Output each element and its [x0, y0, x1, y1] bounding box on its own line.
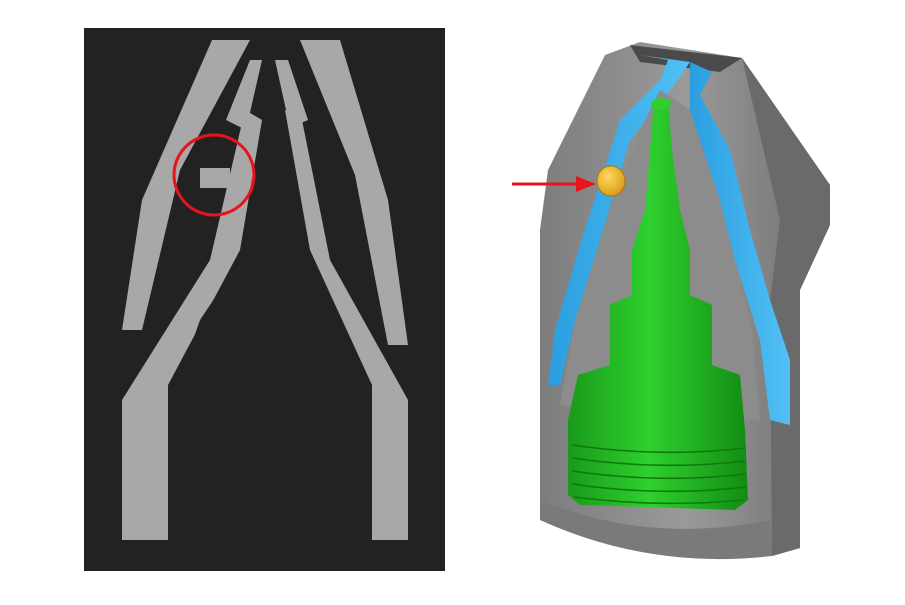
pointer-arrow — [512, 176, 596, 192]
cutaway-green-core — [568, 98, 748, 510]
blue-channel-right — [690, 62, 790, 425]
cutaway-bottom-rim — [540, 500, 772, 560]
green-core-stem — [568, 100, 748, 510]
cutaway-top-rim — [630, 45, 742, 72]
blue-channel-left — [548, 55, 690, 385]
pointer-arrow-head — [576, 176, 596, 192]
cutaway-right-facet — [742, 58, 830, 556]
cutaway-threads — [571, 444, 747, 505]
cutaway-blue-channel — [548, 55, 790, 425]
highlight-circle — [172, 133, 256, 217]
thread-line — [573, 496, 745, 505]
ct-noise-overlay — [84, 28, 445, 571]
ct-slice-panel — [84, 28, 445, 571]
green-core-tip — [651, 98, 671, 110]
thread-line — [571, 444, 747, 454]
cutaway-render-panel — [512, 42, 830, 560]
thread-line — [571, 483, 747, 493]
thread-line — [571, 470, 747, 480]
thread-line — [571, 457, 747, 467]
defect-particle — [596, 165, 626, 197]
